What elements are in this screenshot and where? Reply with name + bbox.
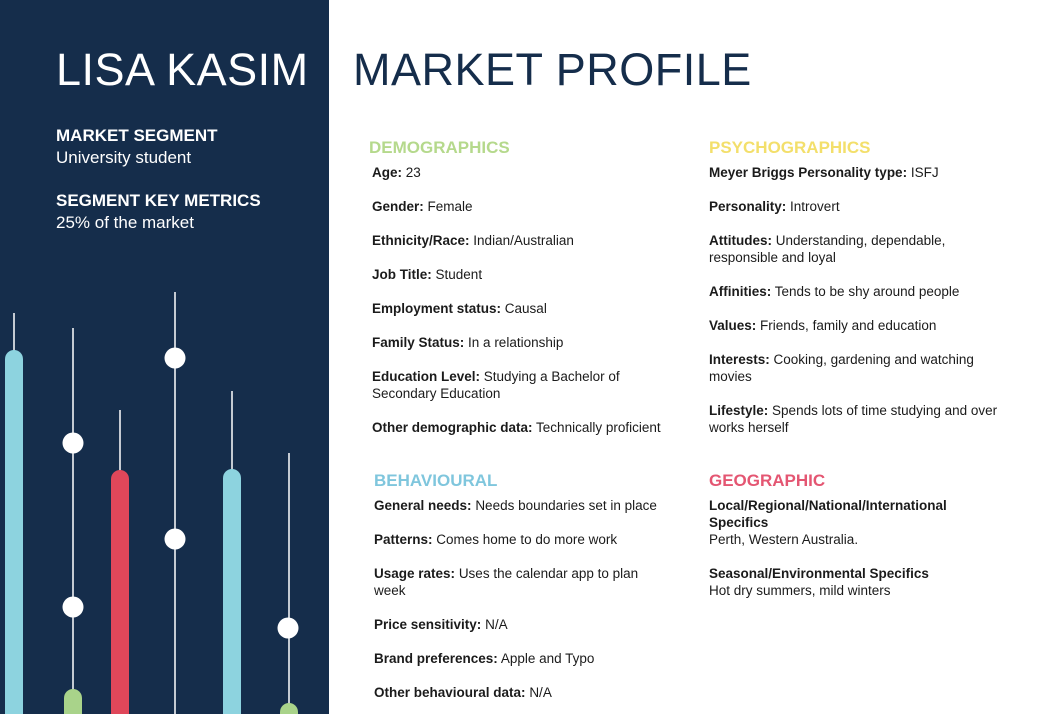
page-title: MARKET PROFILE — [353, 44, 752, 95]
psychographics-item: Meyer Briggs Personality type: ISFJ — [709, 165, 939, 180]
behavioural-item: Price sensitivity: N/A — [374, 617, 508, 632]
behavioural-heading: BEHAVIOURAL — [374, 471, 498, 490]
behavioural-item: Other behavioural data: N/A — [374, 685, 552, 700]
geographic-heading: GEOGRAPHIC — [709, 471, 826, 490]
demographics-item: Education Level: Studying a Bachelor of … — [372, 369, 620, 401]
segment-metrics-value: 25% of the market — [56, 213, 194, 232]
seasonal-specifics-value: Hot dry summers, mild winters — [709, 583, 891, 598]
psychographics-item: Lifestyle: Spends lots of time studying … — [709, 403, 998, 435]
segment-metrics-block: SEGMENT KEY METRICS 25% of the market — [56, 190, 261, 234]
psychographics-item: Personality: Introvert — [709, 199, 840, 214]
psychographics-heading: PSYCHOGRAPHICS — [709, 138, 871, 157]
psychographics-section: PSYCHOGRAPHICS Meyer Briggs Personality … — [709, 138, 1029, 453]
seasonal-specifics-label: Seasonal/Environmental Specifics — [709, 566, 929, 581]
demographics-item: Gender: Female — [372, 199, 473, 214]
psychographics-item: Values: Friends, family and education — [709, 318, 937, 333]
behavioural-item: Usage rates: Uses the calendar app to pl… — [374, 566, 639, 598]
segment-metrics-label: SEGMENT KEY METRICS — [56, 191, 261, 210]
behavioural-item: General needs: Needs boundaries set in p… — [374, 498, 657, 513]
geographic-specifics-value: Perth, Western Australia. — [709, 532, 859, 547]
psychographics-item: Attitudes: Understanding, dependable, re… — [709, 233, 946, 265]
decorative-bars-graphic — [5, 292, 299, 714]
market-segment-block: MARKET SEGMENT University student — [56, 125, 218, 169]
demographics-heading: DEMOGRAPHICS — [369, 138, 510, 157]
demographics-item: Job Title: Student — [372, 267, 483, 282]
behavioural-item: Brand preferences: Apple and Typo — [374, 651, 595, 666]
market-segment-value: University student — [56, 148, 192, 167]
behavioural-item: Patterns: Comes home to do more work — [374, 532, 618, 547]
demographics-item: Employment status: Causal — [372, 301, 547, 316]
behavioural-section: BEHAVIOURAL General needs: Needs boundar… — [374, 471, 694, 718]
demographics-item: Family Status: In a relationship — [372, 335, 564, 350]
market-segment-label: MARKET SEGMENT — [56, 126, 218, 145]
demographics-item: Other demographic data: Technically prof… — [372, 420, 661, 435]
left-panel: LISA KASIM MARKET SEGMENT University stu… — [0, 0, 329, 714]
psychographics-item: Affinities: Tends to be shy around peopl… — [709, 284, 960, 299]
demographics-item: Ethnicity/Race: Indian/Australian — [372, 233, 574, 248]
persona-name: LISA KASIM — [56, 44, 309, 95]
geographic-section: GEOGRAPHIC Local/Regional/National/Inter… — [709, 471, 1009, 616]
psychographics-item: Interests: Cooking, gardening and watchi… — [709, 352, 974, 384]
demographics-item: Age: 23 — [372, 165, 421, 180]
geographic-specifics-label: Local/Regional/National/International Sp… — [709, 498, 947, 530]
demographics-section: DEMOGRAPHICS Age: 23 Gender: Female Ethn… — [369, 138, 689, 453]
